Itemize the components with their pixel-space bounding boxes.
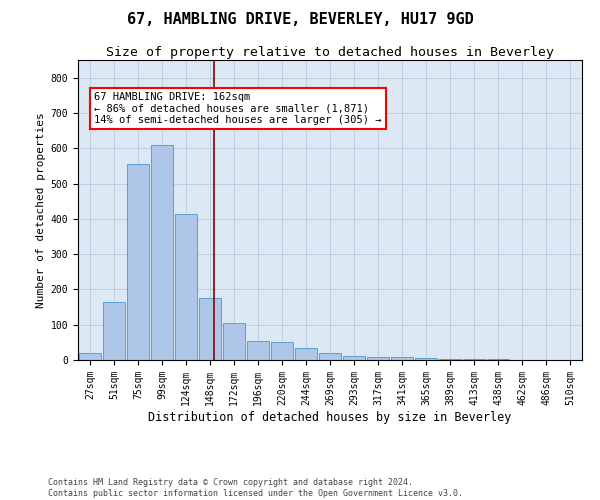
Bar: [367, 357, 389, 360]
Title: Size of property relative to detached houses in Beverley: Size of property relative to detached ho…: [106, 46, 554, 59]
X-axis label: Distribution of detached houses by size in Beverley: Distribution of detached houses by size …: [148, 410, 512, 424]
Bar: [343, 356, 365, 360]
Text: Contains HM Land Registry data © Crown copyright and database right 2024.
Contai: Contains HM Land Registry data © Crown c…: [48, 478, 463, 498]
Bar: [295, 348, 317, 360]
Bar: [127, 164, 149, 360]
Text: 67, HAMBLING DRIVE, BEVERLEY, HU17 9GD: 67, HAMBLING DRIVE, BEVERLEY, HU17 9GD: [127, 12, 473, 28]
Bar: [439, 359, 461, 360]
Bar: [175, 214, 197, 360]
Bar: [415, 358, 437, 360]
Text: 67 HAMBLING DRIVE: 162sqm
← 86% of detached houses are smaller (1,871)
14% of se: 67 HAMBLING DRIVE: 162sqm ← 86% of detac…: [94, 92, 382, 125]
Bar: [103, 302, 125, 360]
Bar: [151, 144, 173, 360]
Y-axis label: Number of detached properties: Number of detached properties: [37, 112, 46, 308]
Bar: [223, 323, 245, 360]
Bar: [247, 340, 269, 360]
Bar: [463, 359, 485, 360]
Bar: [79, 353, 101, 360]
Bar: [271, 342, 293, 360]
Bar: [199, 298, 221, 360]
Bar: [391, 357, 413, 360]
Bar: [319, 353, 341, 360]
